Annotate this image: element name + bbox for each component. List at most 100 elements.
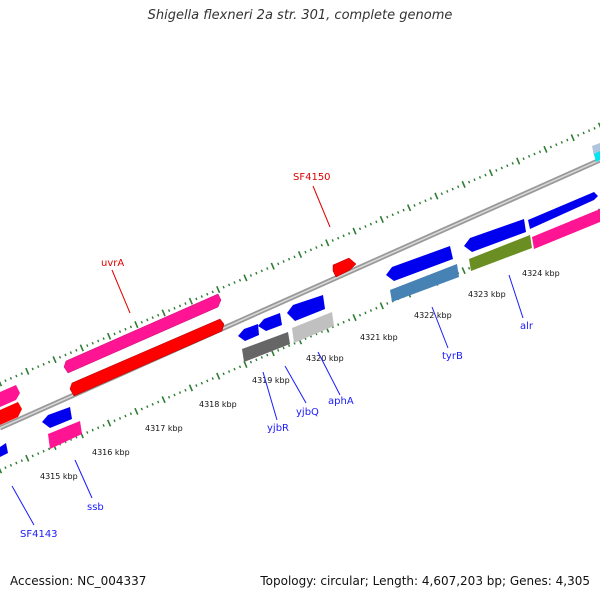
gene-label[interactable]: SF4150 [293, 172, 331, 183]
minor-tick [58, 355, 62, 359]
gene-yjbQ[interactable] [258, 313, 282, 331]
minor-tick [315, 246, 318, 249]
minor-tick [206, 292, 209, 296]
gene-label[interactable]: yjbQ [296, 407, 319, 418]
kbp-label: 4321 kbp [360, 333, 398, 342]
major-tick [243, 274, 248, 282]
minor-tick [424, 199, 427, 203]
minor-tick [238, 278, 242, 282]
major-tick [270, 262, 275, 270]
minor-tick [429, 197, 433, 200]
major-tick [161, 396, 166, 404]
minor-tick [277, 262, 280, 266]
minor-tick [473, 178, 476, 182]
minor-tick [118, 330, 122, 333]
minor-tick [467, 180, 471, 184]
minor-tick [20, 459, 23, 462]
minor-tick [15, 374, 18, 378]
minor-tick [506, 164, 509, 168]
gene-cyan-feature[interactable] [594, 151, 600, 162]
minor-tick [566, 138, 569, 142]
minor-tick [533, 152, 536, 156]
minor-tick [418, 201, 422, 205]
minor-tick [287, 344, 291, 348]
gene-SF4150[interactable] [332, 257, 357, 278]
minor-tick [151, 316, 154, 319]
gene-yjbR[interactable] [238, 324, 259, 341]
gene-label[interactable]: yjbR [267, 423, 289, 434]
major-tick [134, 407, 139, 415]
gene-SF4143[interactable] [0, 443, 8, 457]
minor-tick [42, 362, 45, 366]
minor-tick [577, 133, 580, 137]
minor-tick [31, 367, 34, 371]
minor-tick [146, 405, 149, 409]
kbp-scale: 4315 kbp 4316 kbp 4317 kbp 4318 kbp 4319… [40, 269, 560, 481]
gene-red-feature[interactable] [69, 318, 225, 397]
gene-alr[interactable] [464, 219, 526, 252]
minor-tick [222, 285, 225, 289]
major-tick [25, 454, 30, 462]
major-tick [488, 169, 494, 177]
gene-olive-feature[interactable] [469, 235, 532, 271]
gene-label[interactable]: tyrB [442, 351, 463, 362]
gene-lightgrey-feature[interactable] [292, 312, 334, 343]
gene-red-feature[interactable] [0, 402, 22, 425]
major-tick [516, 157, 521, 165]
minor-tick [206, 379, 209, 383]
gene-label[interactable]: aphA [328, 396, 354, 407]
gene-grey-feature[interactable] [242, 332, 290, 362]
minor-tick [560, 140, 563, 144]
minor-tick [249, 274, 253, 277]
minor-tick [167, 395, 171, 399]
gene-aphA[interactable] [287, 295, 325, 321]
minor-tick [86, 431, 89, 434]
minor-tick [75, 348, 78, 352]
minor-tick [15, 461, 18, 465]
minor-tick [593, 126, 596, 130]
gene-steelblue-feature[interactable] [390, 264, 459, 302]
minor-tick [233, 281, 236, 284]
major-tick [570, 134, 575, 142]
minor-tick [358, 313, 362, 317]
minor-tick [238, 365, 242, 369]
minor-tick [167, 309, 171, 312]
major-tick [161, 309, 166, 317]
minor-tick [129, 412, 133, 416]
gene-blue-feature[interactable] [528, 192, 598, 229]
minor-tick [91, 341, 94, 345]
major-tick [597, 122, 600, 129]
genome-summary: Topology: circular; Length: 4,607,203 bp… [260, 574, 590, 588]
major-tick [379, 215, 384, 223]
minor-tick [457, 185, 460, 189]
major-tick [79, 344, 84, 352]
gene-pink-feature[interactable] [532, 209, 600, 249]
minor-tick [227, 370, 231, 373]
minor-tick [277, 349, 280, 352]
minor-tick [227, 283, 231, 287]
label-leaders [11, 185, 524, 526]
gene-label[interactable]: uvrA [101, 258, 124, 269]
gene-pink-feature[interactable] [0, 385, 20, 407]
major-tick [134, 321, 139, 329]
minor-tick [364, 225, 367, 228]
minor-tick [484, 173, 487, 177]
major-tick [188, 297, 194, 305]
minor-tick [347, 232, 351, 235]
gene-label[interactable]: SF4143 [20, 529, 58, 540]
gene-label[interactable]: alr [520, 321, 534, 332]
gene-blue-feature[interactable] [42, 407, 72, 428]
minor-tick [124, 327, 127, 331]
minor-tick [342, 234, 345, 238]
minor-tick [522, 157, 525, 161]
gene-uvrA[interactable] [63, 293, 222, 374]
upper-tick-ring [0, 122, 600, 387]
kbp-label: 4324 kbp [522, 269, 560, 278]
gene-label[interactable]: ssb [87, 502, 104, 513]
major-tick [461, 267, 466, 275]
minor-tick [91, 428, 94, 432]
gene-ssb[interactable] [48, 421, 82, 449]
gene-tyrB[interactable] [386, 246, 453, 281]
minor-tick [200, 381, 203, 385]
